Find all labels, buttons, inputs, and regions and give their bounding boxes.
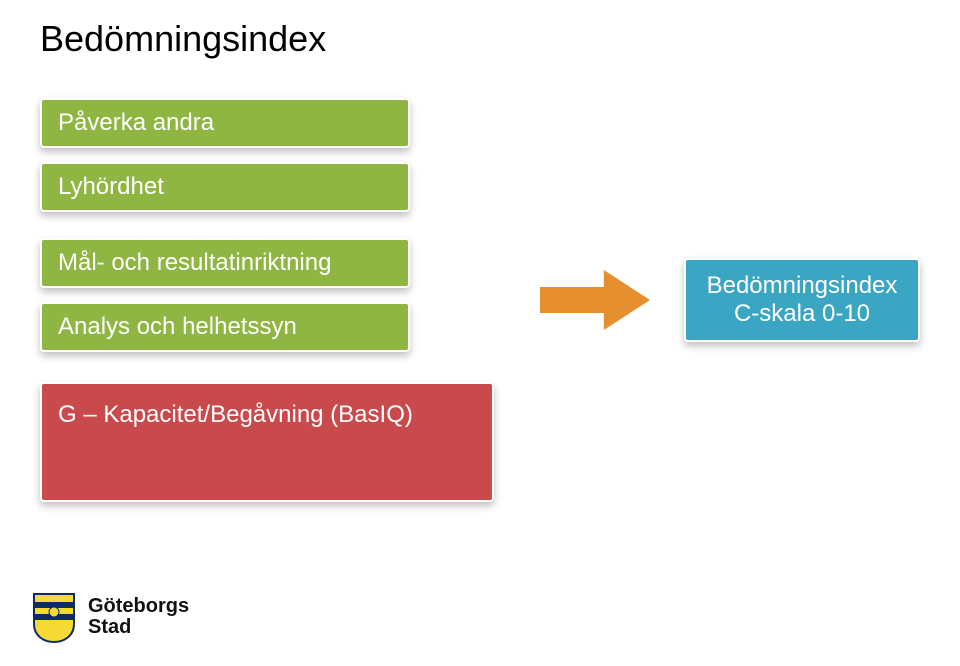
logo-text: Göteborgs Stad — [88, 596, 189, 638]
criteria-box-listening: Lyhördhet — [40, 162, 410, 212]
result-line1: Bedömningsindex — [707, 272, 898, 300]
criteria-label: Lyhördhet — [42, 174, 164, 200]
result-line2: C-skala 0-10 — [734, 300, 870, 328]
arrow-right-icon — [540, 270, 650, 330]
criteria-label: Påverka andra — [42, 110, 214, 136]
logo-line2: Stad — [88, 617, 189, 638]
criteria-label: Mål- och resultatinriktning — [42, 250, 331, 276]
criteria-box-influence: Påverka andra — [40, 98, 410, 148]
criteria-box-analysis: Analys och helhetssyn — [40, 302, 410, 352]
logo: Göteborgs Stad — [30, 590, 189, 644]
logo-line1: Göteborgs — [88, 596, 189, 617]
criteria-label: Analys och helhetssyn — [42, 314, 297, 340]
page-title: Bedömningsindex — [40, 18, 326, 60]
criteria-box-goal: Mål- och resultatinriktning — [40, 238, 410, 288]
criteria-label: G – Kapacitet/Begåvning (BasIQ) — [42, 384, 413, 428]
result-box: Bedömningsindex C-skala 0-10 — [684, 258, 920, 342]
shield-icon — [30, 590, 78, 644]
criteria-box-capacity: G – Kapacitet/Begåvning (BasIQ) — [40, 382, 494, 502]
slide: Bedömningsindex Påverka andra Lyhördhet … — [0, 0, 960, 666]
